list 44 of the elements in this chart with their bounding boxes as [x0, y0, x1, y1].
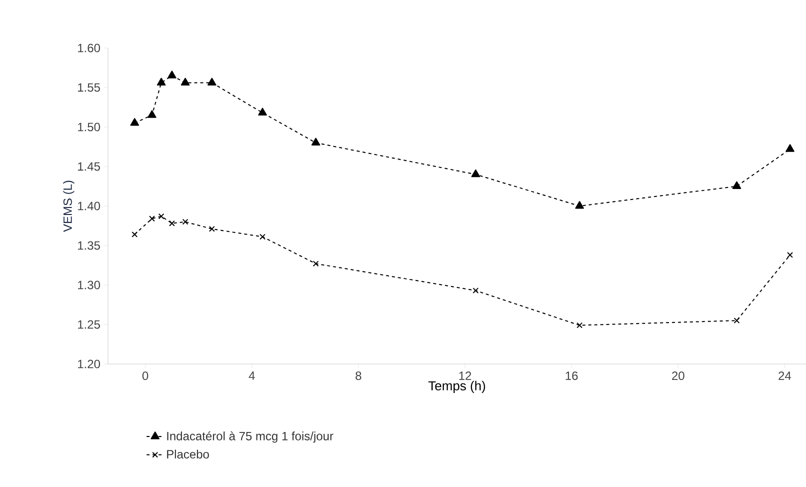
x-axis-title: Temps (h): [428, 380, 486, 393]
y-tick-label: 1.45: [78, 162, 100, 171]
point: [168, 70, 176, 78]
point: [786, 144, 794, 152]
point: [472, 288, 479, 294]
y-tick-label: 1.40: [78, 202, 100, 210]
point: [576, 322, 583, 328]
point: [258, 108, 267, 116]
point: [208, 226, 215, 232]
y-tick-label: 1.50: [78, 122, 100, 132]
point: [260, 234, 266, 240]
legend-label: Placebo: [167, 450, 209, 459]
point: [732, 181, 742, 189]
point: [148, 216, 155, 222]
point: [734, 318, 740, 324]
y-tick-label: 1.30: [78, 280, 100, 290]
point: [168, 220, 175, 226]
point: [130, 118, 140, 126]
x-tick-label: 12: [459, 372, 472, 380]
point: [180, 78, 190, 86]
point: [311, 138, 320, 146]
point: [158, 213, 164, 220]
x-tick-label: 16: [566, 372, 578, 380]
x-tick-label: 8: [356, 372, 362, 380]
y-axis-title: VEMS (L): [63, 180, 74, 232]
point: [575, 201, 584, 209]
point: [312, 260, 319, 267]
y-tick-label: 1.25: [78, 320, 100, 329]
point: [156, 78, 166, 86]
point: [787, 252, 793, 258]
point: [182, 218, 188, 225]
x-tick-label: 4: [248, 372, 255, 380]
y-tick-label: 1.55: [78, 83, 100, 92]
x-tick-label: 24: [778, 372, 792, 380]
point: [132, 231, 138, 238]
point: [471, 169, 480, 178]
y-tick-label: 1.20: [78, 360, 100, 368]
x-tick-label: 20: [672, 372, 684, 380]
legend-label: Indacatérol à 75 mcg 1 fois/jour: [167, 431, 334, 443]
x-tick-label: 0: [142, 372, 148, 380]
point: [208, 78, 216, 86]
point: [148, 110, 156, 118]
y-tick-label: 1.35: [78, 241, 100, 250]
y-tick-label: 1.60: [78, 44, 100, 52]
